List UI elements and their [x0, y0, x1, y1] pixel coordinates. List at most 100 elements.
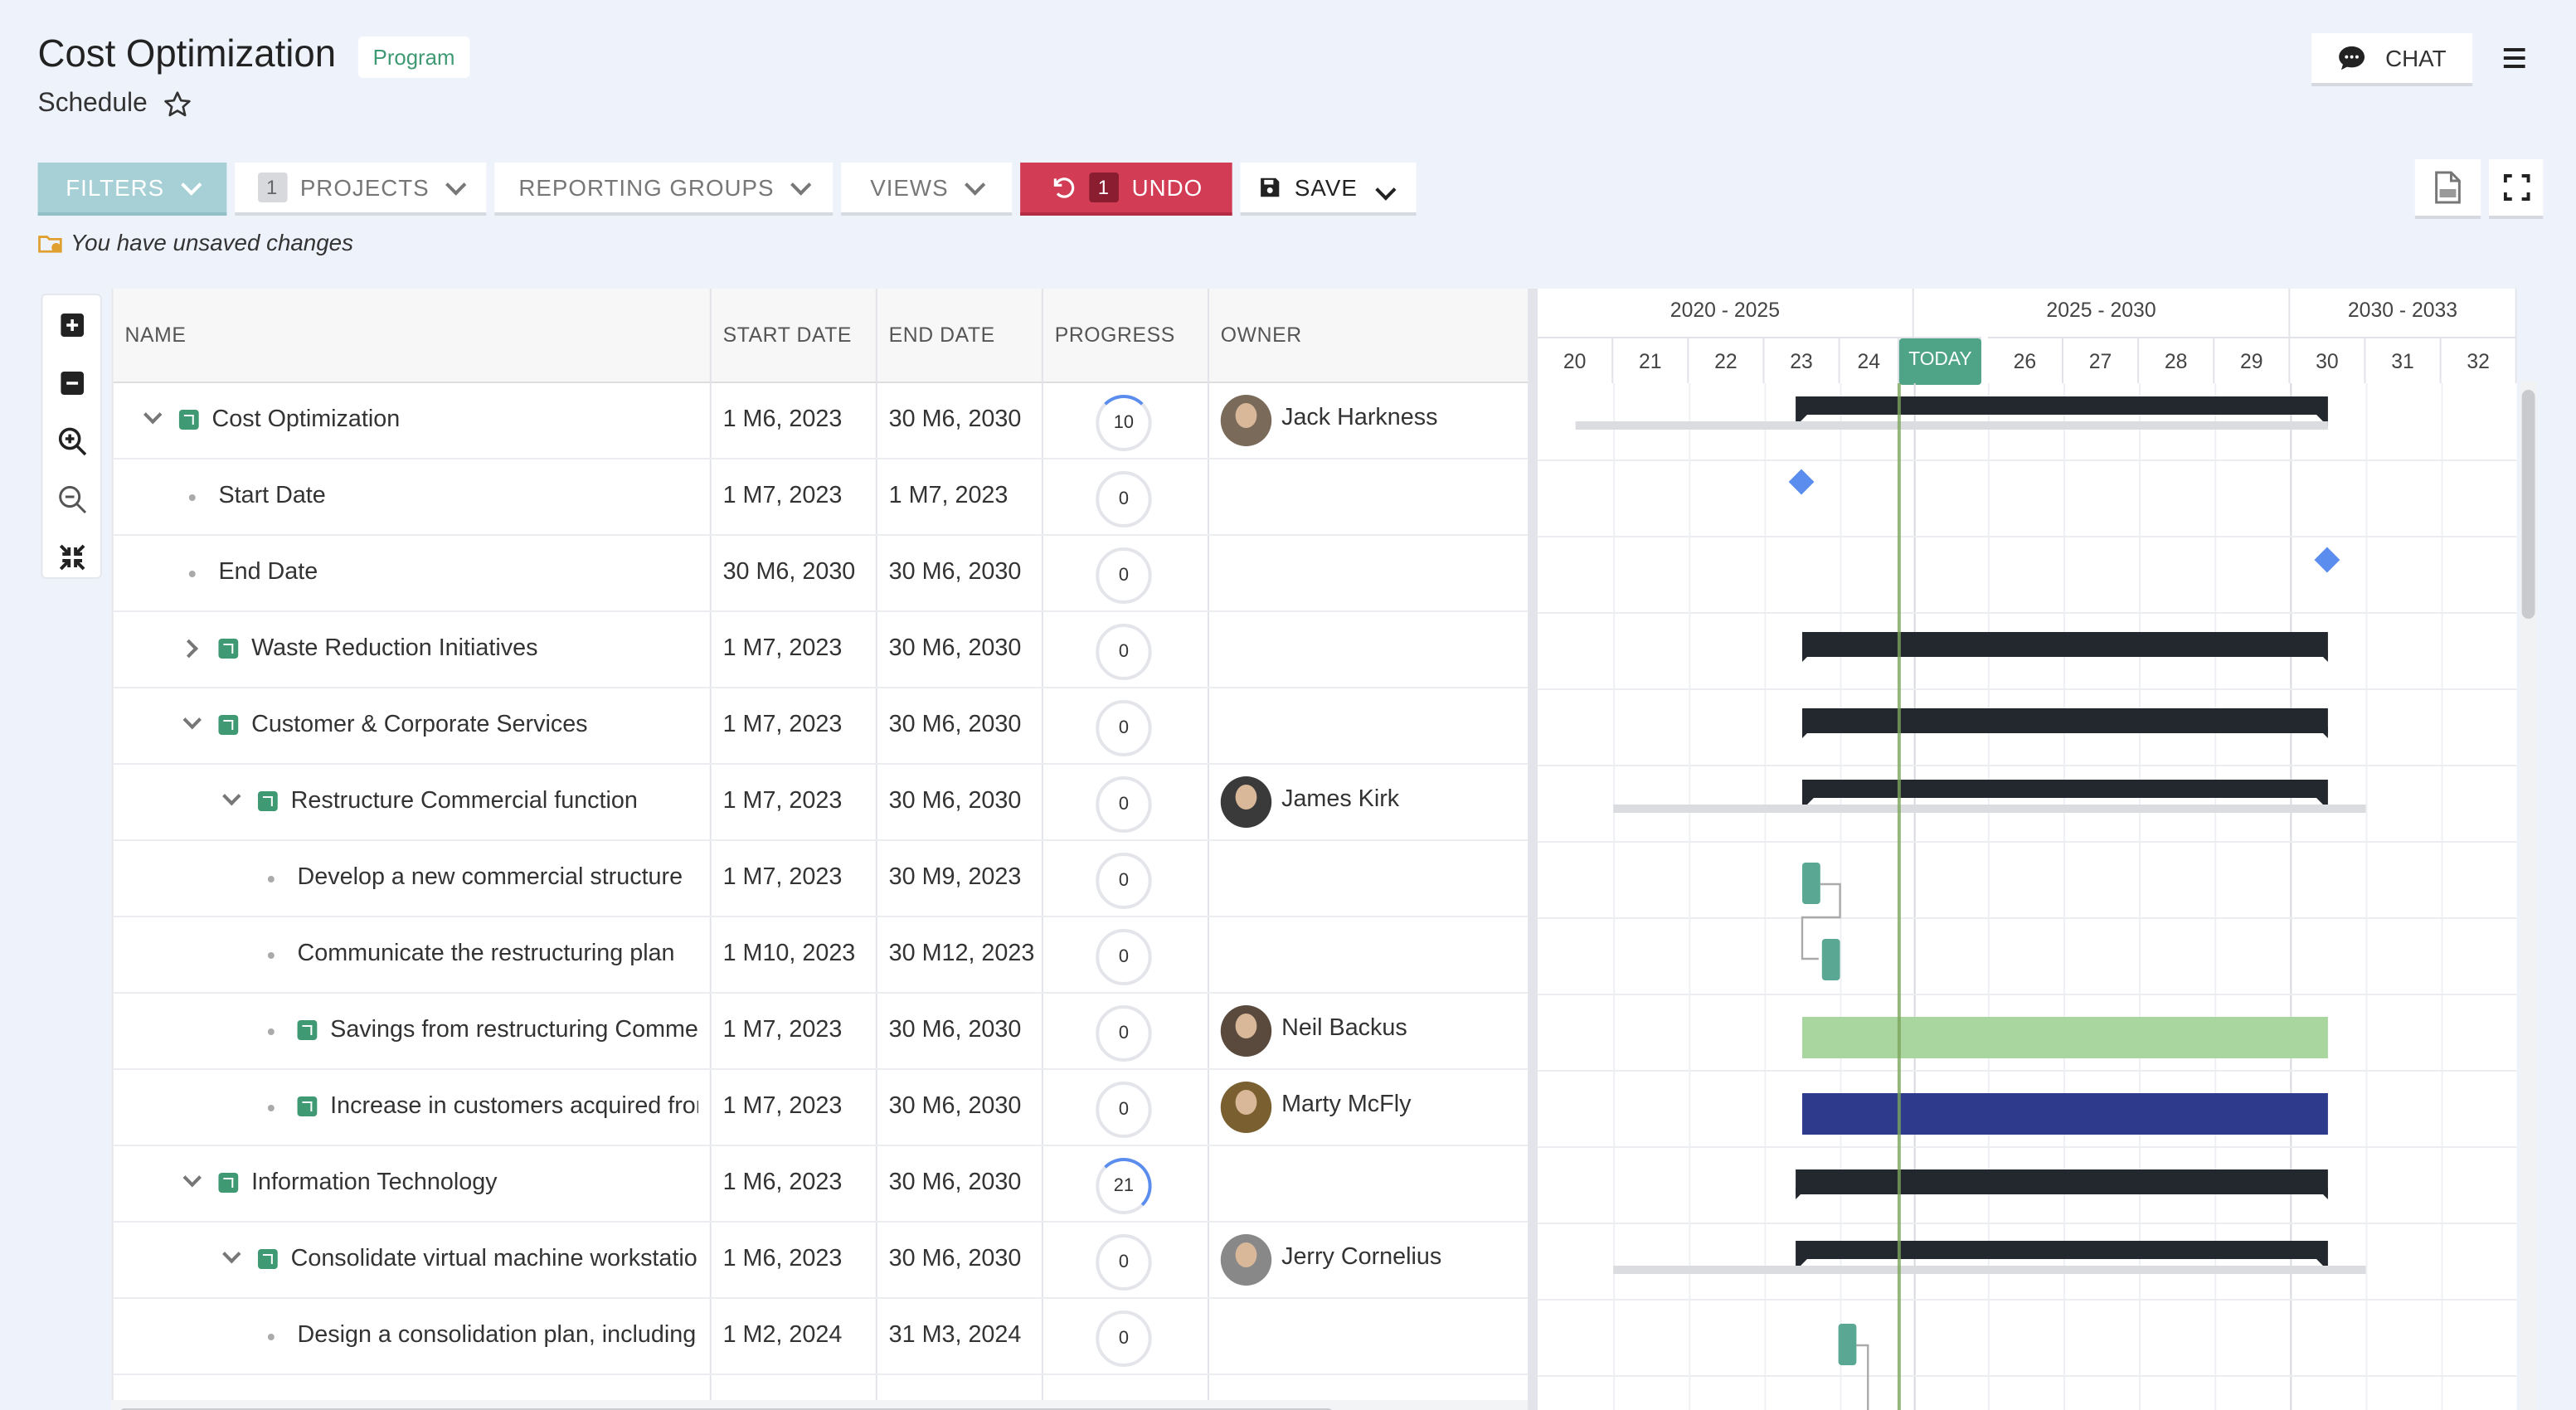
- gantt-summary-bar[interactable]: [1796, 1241, 2328, 1271]
- gantt-milestone[interactable]: [2314, 547, 2340, 573]
- progress-indicator: 0: [1096, 929, 1152, 985]
- table-row[interactable]: Start Date 1 M7, 2023 1 M7, 2023 0: [113, 459, 1529, 536]
- gantt-task-bar[interactable]: [1821, 939, 1840, 980]
- task-bullet: [267, 1334, 275, 1340]
- row-end-date: 30 M9, 2023: [888, 864, 1022, 891]
- row-name: Restructure Commercial function: [290, 788, 638, 814]
- filters-button[interactable]: FILTERS: [37, 163, 227, 216]
- zoom-in-icon: [57, 426, 86, 455]
- timeline-tick: 20: [1538, 337, 1614, 383]
- row-end-date: 31 M3, 2024: [888, 1322, 1022, 1349]
- collapse-chevron-icon[interactable]: [143, 405, 163, 425]
- pane-splitter[interactable]: [1528, 289, 1538, 1410]
- column-header-name[interactable]: NAME: [124, 323, 187, 347]
- gantt-milestone[interactable]: [1788, 469, 1815, 495]
- column-header-end[interactable]: END DATE: [888, 323, 995, 347]
- table-row[interactable]: Develop a new commercial structure 1 M7,…: [113, 841, 1529, 917]
- timeline-tick: 22: [1689, 337, 1765, 383]
- gantt-task-bar[interactable]: [1802, 1017, 2328, 1058]
- views-button[interactable]: VIEWS: [841, 163, 1013, 216]
- undo-button[interactable]: 1 UNDO: [1020, 163, 1232, 216]
- unsaved-message: You have unsaved changes: [70, 229, 353, 255]
- row-name: Develop a new commercial structure: [297, 864, 683, 891]
- table-row[interactable]: Information Technology 1 M6, 2023 30 M6,…: [113, 1146, 1529, 1223]
- star-icon[interactable]: [163, 90, 192, 119]
- today-line: [1897, 383, 1901, 1410]
- collapse-chevron-icon[interactable]: [182, 1168, 202, 1188]
- column-header-start[interactable]: START DATE: [722, 323, 853, 347]
- table-row[interactable]: Design a consolidation plan, including 1…: [113, 1299, 1529, 1375]
- fit-to-screen-button[interactable]: [43, 528, 100, 586]
- gantt-task-bar[interactable]: [1802, 1093, 2328, 1135]
- row-end-date: 1 M7, 2023: [888, 483, 1009, 509]
- row-start-date: 1 M7, 2023: [722, 864, 843, 891]
- today-tick: TODAY: [1898, 337, 1981, 385]
- table-row[interactable]: Customer & Corporate Services 1 M7, 2023…: [113, 688, 1529, 765]
- project-icon: [218, 1173, 239, 1193]
- progress-indicator: 21: [1096, 1158, 1152, 1214]
- undo-icon: [1053, 177, 1075, 198]
- save-label: SAVE: [1294, 174, 1358, 201]
- column-header-owner[interactable]: OWNER: [1220, 323, 1302, 347]
- zoom-in-button[interactable]: [43, 411, 100, 469]
- collapse-chevron-icon[interactable]: [182, 710, 202, 730]
- gantt-summary-bar[interactable]: [1802, 780, 2328, 810]
- plus-square-icon: [60, 313, 84, 336]
- timeline-period: 2030 - 2033: [2290, 289, 2517, 337]
- chat-icon: [2339, 46, 2365, 70]
- row-owner: Marty McFly: [1281, 1092, 1412, 1118]
- chat-button[interactable]: CHAT: [2311, 33, 2473, 86]
- zoom-out-button[interactable]: [43, 469, 100, 528]
- row-name: Waste Reduction Initiatives: [251, 635, 538, 662]
- collapse-chevron-icon[interactable]: [222, 1244, 241, 1264]
- gantt-summary-bar[interactable]: [1796, 1169, 2328, 1199]
- table-row[interactable]: Restructure Commercial function 1 M7, 20…: [113, 765, 1529, 841]
- export-pdf-button[interactable]: [2414, 159, 2481, 219]
- collapse-all-button[interactable]: [43, 353, 100, 411]
- column-header-progress[interactable]: PROGRESS: [1054, 323, 1175, 347]
- horizontal-scrollbar[interactable]: [111, 1400, 1529, 1410]
- row-name: Information Technology: [251, 1169, 498, 1196]
- row-start-date: 1 M7, 2023: [722, 788, 843, 814]
- progress-indicator: 0: [1096, 1082, 1152, 1138]
- table-row[interactable]: Communicate the restructuring plan 1 M10…: [113, 917, 1529, 994]
- fullscreen-button[interactable]: [2489, 159, 2544, 219]
- row-owner: Jack Harkness: [1281, 405, 1438, 431]
- projects-button[interactable]: 1 PROJECTS: [235, 163, 487, 216]
- gantt-task-bar[interactable]: [1802, 863, 1820, 904]
- program-badge: Program: [357, 36, 470, 78]
- timeline-tick: 26: [1987, 337, 2063, 383]
- views-label: VIEWS: [870, 174, 949, 201]
- reporting-groups-button[interactable]: REPORTING GROUPS: [494, 163, 834, 216]
- row-name: Consolidate virtual machine workstations: [290, 1246, 698, 1272]
- row-name: Increase in customers acquired from: [330, 1093, 698, 1120]
- gantt-summary-bar[interactable]: [1802, 632, 2328, 662]
- row-end-date: 30 M6, 2030: [888, 559, 1022, 586]
- row-end-date: 30 M6, 2030: [888, 1169, 1022, 1196]
- gantt-summary-bar[interactable]: [1802, 708, 2328, 738]
- scrollbar-thumb[interactable]: [118, 1408, 1334, 1410]
- timeline-tick: 24: [1840, 337, 1899, 383]
- gantt-dependency-link: [1801, 882, 1841, 960]
- today-marker[interactable]: TODAY: [1898, 338, 1981, 385]
- collapse-chevron-icon[interactable]: [222, 786, 241, 806]
- table-row[interactable]: Cost Optimization 1 M6, 2023 30 M6, 2030…: [113, 383, 1529, 459]
- chevron-down-icon: [790, 173, 812, 195]
- avatar: [1220, 1005, 1272, 1057]
- filters-label: FILTERS: [66, 174, 165, 201]
- gantt-task-bar[interactable]: [1838, 1324, 1857, 1365]
- row-name: Customer & Corporate Services: [251, 712, 588, 738]
- vertical-scrollbar[interactable]: [2520, 382, 2537, 1410]
- table-row[interactable]: Increase in customers acquired from 1 M7…: [113, 1070, 1529, 1146]
- scrollbar-thumb[interactable]: [2521, 390, 2535, 619]
- save-button[interactable]: SAVE: [1240, 163, 1417, 216]
- menu-icon[interactable]: [2503, 48, 2525, 68]
- table-row[interactable]: Consolidate virtual machine workstations…: [113, 1223, 1529, 1299]
- expand-all-button[interactable]: [43, 295, 100, 353]
- table-row[interactable]: Waste Reduction Initiatives 1 M7, 2023 3…: [113, 612, 1529, 688]
- expand-chevron-icon[interactable]: [179, 639, 199, 659]
- table-row[interactable]: End Date 30 M6, 2030 30 M6, 2030 0: [113, 536, 1529, 612]
- table-row[interactable]: Savings from restructuring Commercial 1 …: [113, 994, 1529, 1070]
- gantt-summary-bar[interactable]: [1796, 396, 2328, 426]
- save-dropdown-toggle[interactable]: [1372, 176, 1397, 202]
